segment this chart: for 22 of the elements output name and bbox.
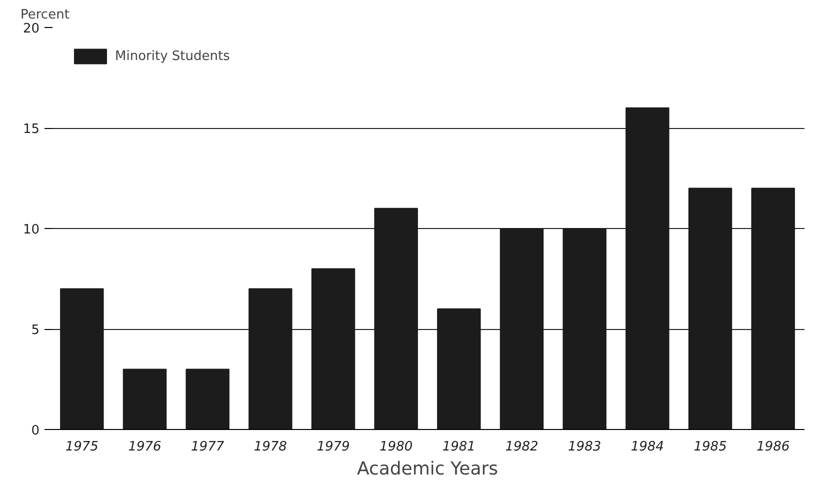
x-tick-label: 1975 <box>65 440 98 454</box>
x-tick-label: 1985 <box>694 440 727 454</box>
x-tick-label: 1984 <box>630 440 664 454</box>
x-tick-label: 1980 <box>380 440 413 454</box>
y-tick-label: 5 <box>31 323 40 338</box>
x-tick-label: 1979 <box>316 440 350 454</box>
y-axis-title: Percent <box>20 8 70 22</box>
x-tick-label: 1978 <box>254 440 287 454</box>
bar <box>186 368 230 430</box>
y-tick-label: 0 <box>31 424 40 438</box>
x-axis-title: Academic Years <box>356 458 498 480</box>
x-tick-label: 1983 <box>568 440 602 454</box>
y-tick-label: 10 <box>22 222 40 238</box>
x-tick-label: 1981 <box>442 440 476 454</box>
y-tick-label: 15 <box>22 122 40 137</box>
y-tick-label: 20 <box>22 22 40 36</box>
x-tick-label: 1982 <box>505 440 538 454</box>
bar <box>122 368 167 430</box>
x-tick-label: 1977 <box>191 440 225 454</box>
x-tick-label: 1976 <box>128 440 162 454</box>
x-tick-label: 1986 <box>756 440 790 454</box>
legend-label: Minority Students <box>115 48 230 64</box>
